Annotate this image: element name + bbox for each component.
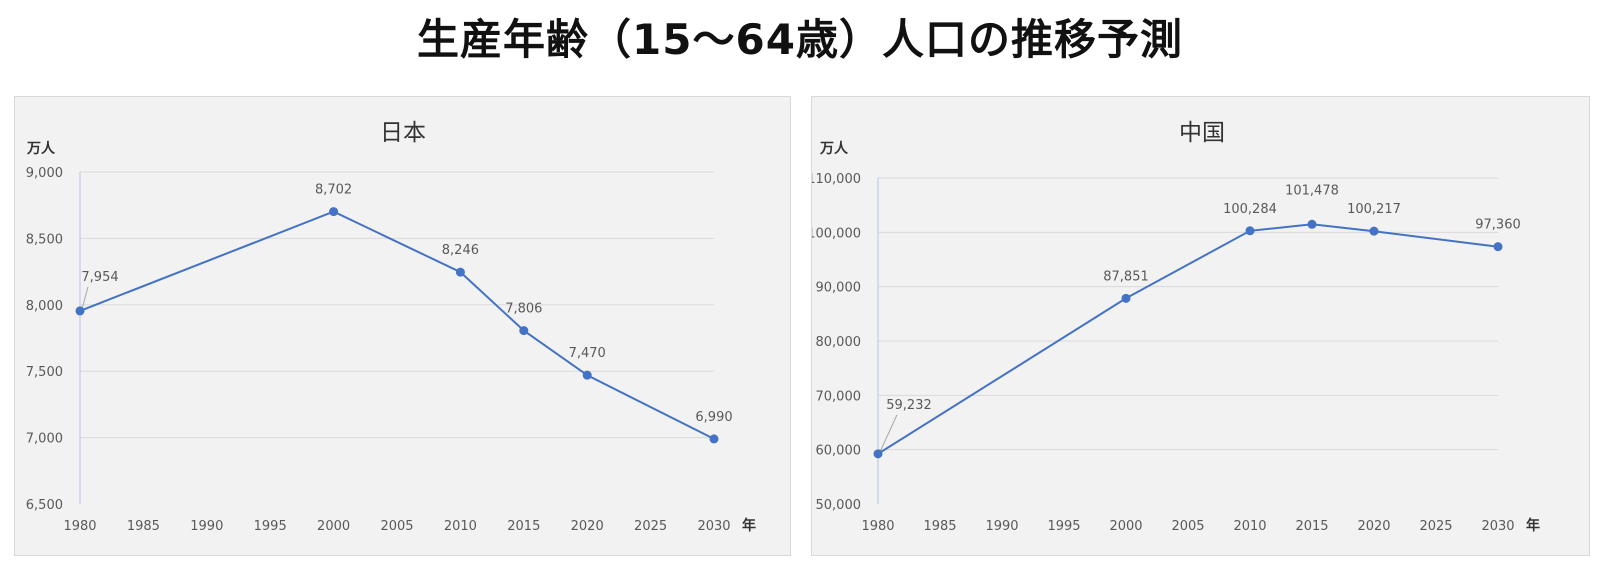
- data-label: 6,990: [695, 410, 732, 425]
- data-point: [873, 449, 883, 459]
- x-tick-label: 2000: [317, 519, 350, 534]
- x-tick-label: 1985: [923, 519, 956, 534]
- x-axis-unit-label: 年: [742, 517, 756, 534]
- y-axis-unit-label: 万人: [819, 140, 849, 157]
- x-tick-label: 2025: [1419, 519, 1452, 534]
- chart-title: 中国: [1179, 120, 1225, 146]
- y-tick-label: 70,000: [816, 389, 862, 404]
- x-tick-label: 2020: [1357, 519, 1390, 534]
- data-point: [519, 326, 529, 336]
- x-tick-label: 1980: [861, 519, 894, 534]
- x-tick-label: 2015: [507, 519, 540, 534]
- x-tick-label: 1990: [985, 519, 1018, 534]
- x-tick-label: 2030: [1481, 519, 1514, 534]
- x-tick-label: 2005: [1171, 519, 1204, 534]
- page-title: 生産年齢（15～64歳）人口の推移予測: [417, 15, 1183, 64]
- data-label: 7,806: [505, 302, 542, 317]
- y-tick-label: 50,000: [816, 498, 862, 513]
- data-point: [1307, 219, 1317, 229]
- series-line: [877, 223, 1499, 455]
- y-tick-label: 100,000: [812, 226, 861, 241]
- y-tick-label: 8,000: [26, 299, 63, 314]
- chart-panel-china: 中国万人 50,000 60,000 70,000 80,000 90,000 100,00…: [811, 96, 1590, 556]
- x-tick-label: 1995: [254, 519, 287, 534]
- data-label: 7,954: [81, 270, 118, 285]
- x-tick-label: 1985: [127, 519, 160, 534]
- y-tick-label: 110,000: [812, 172, 861, 187]
- y-tick-label: 7,000: [26, 432, 63, 447]
- data-label: 101,478: [1285, 183, 1339, 198]
- x-tick-label: 2005: [380, 519, 413, 534]
- x-tick-label: 2010: [444, 519, 477, 534]
- data-label-leader: [879, 414, 898, 453]
- x-tick-label: 1995: [1047, 519, 1080, 534]
- data-label: 100,284: [1223, 202, 1277, 217]
- x-tick-label: 2000: [1109, 519, 1142, 534]
- data-point: [1369, 226, 1379, 236]
- data-label: 7,470: [569, 346, 606, 361]
- y-tick-label: 6,500: [26, 498, 63, 513]
- data-point: [582, 370, 592, 380]
- y-tick-label: 60,000: [816, 444, 862, 459]
- data-point: [1245, 226, 1255, 236]
- chart-panel-japan: 日本万人 6,500 7,000 7,500 8,000 8,500 9,000 1980 19…: [14, 96, 791, 556]
- x-tick-label: 2010: [1233, 519, 1266, 534]
- y-tick-label: 80,000: [816, 335, 862, 350]
- x-tick-label: 2020: [571, 519, 604, 534]
- y-tick-label: 8,500: [26, 232, 63, 247]
- data-label: 100,217: [1347, 202, 1401, 217]
- data-label: 59,232: [886, 398, 932, 413]
- x-tick-label: 2030: [697, 519, 730, 534]
- x-tick-label: 2015: [1295, 519, 1328, 534]
- series-line: [79, 210, 715, 440]
- x-tick-label: 1990: [190, 519, 223, 534]
- y-tick-label: 90,000: [816, 281, 862, 296]
- x-tick-label: 2025: [634, 519, 667, 534]
- y-tick-label: 7,500: [26, 365, 63, 380]
- data-label: 97,360: [1475, 218, 1521, 233]
- data-point: [329, 207, 339, 217]
- data-point: [75, 306, 85, 316]
- y-tick-label: 9,000: [26, 166, 63, 181]
- x-tick-label: 1980: [63, 519, 96, 534]
- x-axis-unit-label: 年: [1526, 517, 1540, 534]
- data-label: 8,702: [315, 183, 352, 198]
- y-axis-unit-label: 万人: [26, 140, 56, 157]
- data-label-leader: [81, 286, 89, 310]
- data-label: 87,851: [1103, 269, 1149, 284]
- data-point: [1121, 293, 1131, 303]
- data-point: [455, 267, 465, 277]
- data-point: [709, 434, 719, 444]
- data-point: [1493, 242, 1503, 252]
- data-label: 8,246: [442, 243, 479, 258]
- chart-title: 日本: [380, 120, 426, 146]
